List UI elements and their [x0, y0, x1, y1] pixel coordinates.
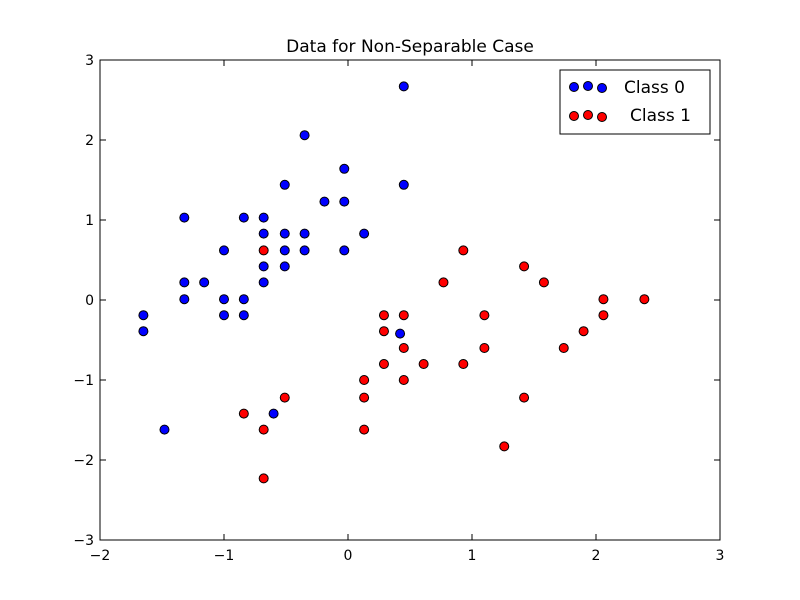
data-point: [378, 310, 389, 321]
data-point: [299, 228, 310, 239]
data-point: [339, 245, 350, 256]
legend-marker-class-0: [583, 81, 593, 91]
data-point: [639, 294, 650, 305]
plot-area: [99, 59, 721, 541]
data-point: [299, 130, 310, 141]
data-point: [219, 294, 229, 305]
data-point: [398, 375, 409, 385]
legend-marker-class-0: [597, 83, 607, 93]
data-point: [179, 277, 190, 288]
data-point: [268, 408, 279, 419]
data-point: [458, 359, 469, 369]
data-point: [258, 277, 269, 288]
legend-label-class-1: Class 1: [630, 106, 691, 126]
data-point: [359, 375, 370, 385]
data-point: [138, 326, 149, 337]
series-class-0: [138, 81, 409, 435]
data-point: [598, 294, 609, 305]
legend-marker-class-1: [569, 111, 579, 121]
data-point: [238, 408, 249, 419]
data-point: [519, 261, 530, 272]
legend-label-class-0: Class 0: [624, 78, 685, 98]
data-point: [479, 310, 490, 321]
legend-marker-class-1: [597, 112, 607, 122]
y-tick-label: −1: [73, 373, 94, 389]
data-point: [359, 392, 370, 403]
data-point: [418, 359, 429, 369]
data-point: [238, 294, 249, 305]
data-point: [339, 163, 350, 174]
data-point: [538, 277, 549, 288]
axis-ticks: [99, 59, 721, 541]
data-point: [258, 424, 269, 435]
data-point: [258, 228, 269, 239]
data-point: [578, 326, 589, 337]
data-point: [319, 196, 330, 207]
y-tick-label: 3: [85, 53, 94, 69]
x-tick-label: −1: [214, 548, 235, 564]
data-point: [499, 441, 510, 452]
data-point: [519, 392, 530, 403]
data-point: [395, 328, 406, 339]
chart-title: Data for Non-Separable Case: [286, 37, 534, 57]
data-point: [279, 228, 290, 239]
y-tick-label: 1: [85, 213, 94, 229]
legend-box: [559, 69, 711, 135]
data-point: [359, 424, 370, 435]
y-tick-label: 0: [85, 293, 94, 309]
data-point: [438, 277, 449, 288]
data-point: [398, 179, 409, 190]
data-point: [378, 359, 389, 369]
data-point: [219, 245, 229, 256]
y-tick-label: −2: [73, 453, 94, 469]
data-point: [558, 343, 569, 353]
data-point: [258, 473, 269, 484]
data-point: [479, 343, 490, 353]
data-point: [238, 212, 249, 223]
y-tick-label: −3: [73, 533, 94, 549]
data-points: [138, 81, 650, 484]
data-point: [398, 310, 409, 321]
y-tick-label: 2: [85, 133, 94, 149]
data-point: [258, 212, 269, 223]
legend-marker-class-1: [583, 110, 593, 120]
data-point: [279, 261, 290, 272]
data-point: [219, 310, 229, 321]
data-point: [279, 245, 290, 256]
x-tick-label: −2: [90, 548, 111, 564]
data-point: [398, 81, 409, 92]
data-point: [258, 261, 269, 272]
legend-markers: [569, 81, 607, 122]
data-point: [598, 310, 609, 321]
legend-marker-class-0: [569, 82, 579, 92]
data-point: [238, 310, 249, 321]
x-tick-label: 2: [592, 548, 601, 564]
data-point: [179, 294, 190, 305]
series-class-1: [238, 245, 650, 484]
data-point: [179, 212, 190, 223]
data-point: [299, 245, 310, 256]
x-tick-label: 1: [468, 548, 477, 564]
data-point: [138, 310, 149, 321]
x-tick-label: 3: [716, 548, 725, 564]
data-point: [279, 179, 290, 190]
data-point: [279, 392, 290, 403]
legend: Class 0 Class 1: [559, 69, 711, 135]
data-point: [199, 277, 210, 288]
data-point: [398, 343, 409, 353]
x-tick-label: 0: [344, 548, 353, 564]
data-point: [159, 424, 170, 435]
data-point: [359, 228, 370, 239]
data-point: [378, 326, 389, 337]
data-point: [339, 196, 350, 207]
data-point: [258, 245, 269, 256]
data-point: [458, 245, 469, 256]
